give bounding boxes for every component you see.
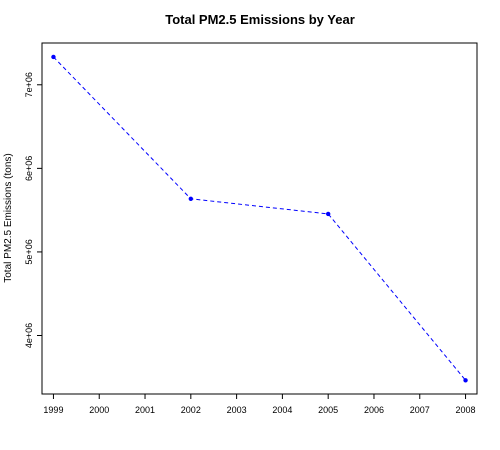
y-tick-label: 4e+06 [24, 323, 34, 348]
y-axis: 4e+06 5e+06 6e+06 7e+06 [24, 72, 42, 348]
data-point [326, 212, 330, 216]
data-point [189, 197, 193, 201]
plot-area [51, 55, 468, 383]
chart-title: Total PM2.5 Emissions by Year [165, 12, 355, 27]
x-tick-label: 2004 [272, 405, 292, 415]
data-point [51, 55, 55, 59]
x-tick-label: 2007 [410, 405, 430, 415]
y-tick-label: 6e+06 [24, 156, 34, 181]
x-tick-label: 2002 [181, 405, 201, 415]
plot-frame [42, 43, 477, 394]
y-tick-label: 5e+06 [24, 239, 34, 264]
x-tick-label: 2005 [318, 405, 338, 415]
y-tick-label: 7e+06 [24, 72, 34, 97]
series-line [53, 57, 465, 380]
x-axis: 1999 2000 2001 2002 2003 2004 2005 2006 2007 2008 [43, 394, 475, 415]
x-tick-label: 2001 [135, 405, 155, 415]
x-tick-label: 2000 [89, 405, 109, 415]
x-tick-label: 2008 [456, 405, 476, 415]
data-point [463, 378, 467, 382]
x-tick-label: 2006 [364, 405, 384, 415]
y-axis-label: Total PM2.5 Emissions (tons) [3, 153, 14, 283]
x-tick-label: 2003 [227, 405, 247, 415]
x-tick-label: 1999 [43, 405, 63, 415]
